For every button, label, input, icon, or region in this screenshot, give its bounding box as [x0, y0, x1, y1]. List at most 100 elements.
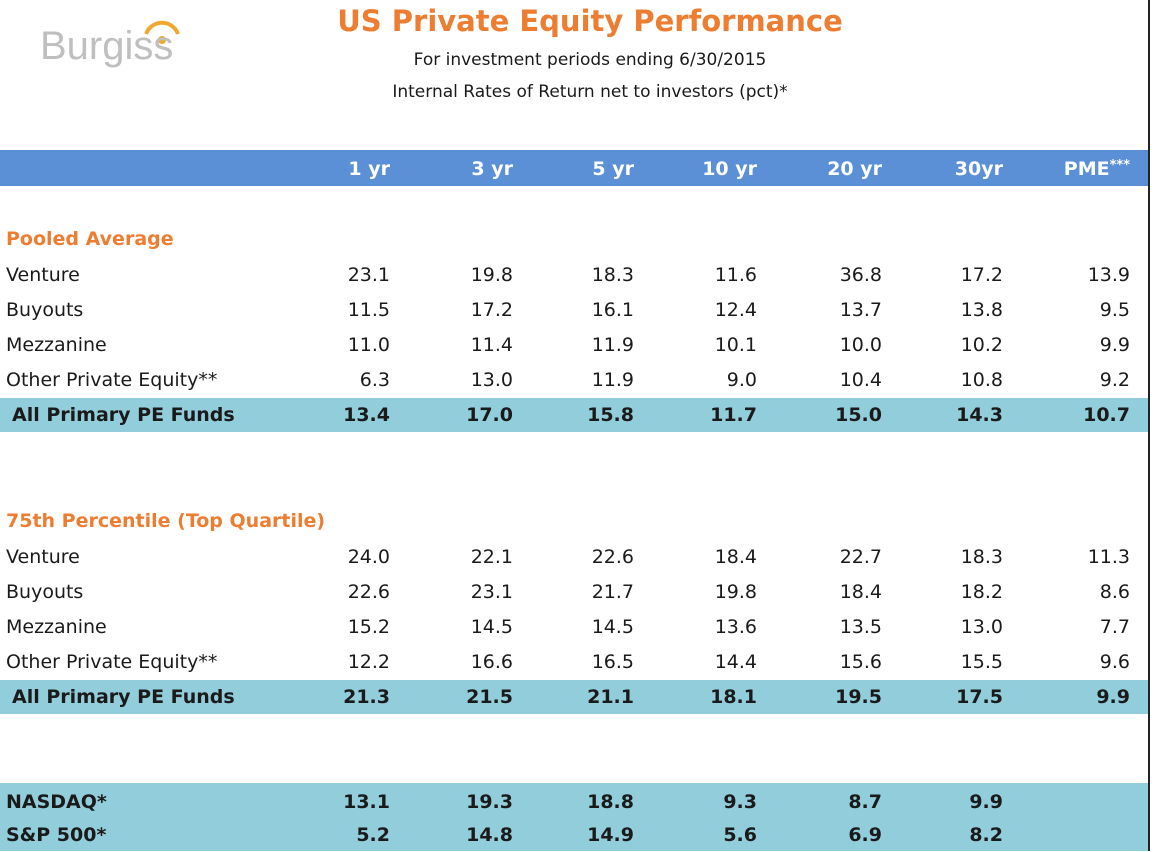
cell-10yr: 11.6	[714, 264, 757, 286]
column-header-5: 30yr	[954, 158, 1003, 180]
cell-pme: 9.9	[1099, 334, 1130, 356]
cell-3yr: 17.2	[470, 299, 513, 321]
cell-1yr: 5.2	[356, 824, 390, 846]
cell-20yr: 10.0	[839, 334, 882, 356]
cell-1yr: 6.3	[359, 369, 390, 391]
cell-20yr: 18.4	[839, 581, 882, 603]
cell-3yr: 13.0	[470, 369, 513, 391]
report-header: US Private Equity Performance For invest…	[230, 0, 950, 102]
index-row: NASDAQ* 13.1 19.3 18.8 9.3 8.7 9.9	[0, 785, 1148, 819]
cell-pme: 9.9	[1096, 686, 1130, 708]
cell-3yr: 17.0	[466, 404, 513, 426]
row-label: Mezzanine	[6, 334, 107, 356]
cell-30yr: 18.2	[960, 581, 1003, 603]
table-row: Venture 24.0 22.1 22.6 18.4 22.7 18.3 11.3	[0, 540, 1148, 574]
cell-5yr: 11.9	[591, 369, 634, 391]
cell-10yr: 13.6	[714, 616, 757, 638]
cell-5yr: 18.3	[591, 264, 634, 286]
row-label: Buyouts	[6, 299, 84, 321]
cell-10yr: 5.6	[723, 824, 757, 846]
cell-3yr: 23.1	[470, 581, 513, 603]
cell-1yr: 15.2	[347, 616, 390, 638]
column-header-2: 5 yr	[592, 158, 634, 180]
cell-10yr: 11.7	[710, 404, 757, 426]
row-label: S&P 500*	[6, 824, 107, 846]
row-label: Venture	[6, 264, 80, 286]
column-header-4: 20 yr	[827, 158, 882, 180]
column-header-row: 1 yr 3 yr 5 yr 10 yr 20 yr 30yr PME***	[0, 150, 1148, 186]
row-label: Other Private Equity**	[6, 369, 218, 391]
cell-5yr: 22.6	[591, 546, 634, 568]
cell-5yr: 16.1	[591, 299, 634, 321]
cell-30yr: 17.2	[960, 264, 1003, 286]
cell-3yr: 14.5	[470, 616, 513, 638]
cell-5yr: 18.8	[587, 791, 634, 813]
cell-20yr: 8.7	[848, 791, 882, 813]
cell-pme: 9.5	[1099, 299, 1130, 321]
cell-10yr: 19.8	[714, 581, 757, 603]
column-header-1: 3 yr	[471, 158, 513, 180]
cell-3yr: 19.3	[466, 791, 513, 813]
cell-5yr: 14.5	[591, 616, 634, 638]
cell-20yr: 19.5	[835, 686, 882, 708]
cell-1yr: 12.2	[347, 651, 390, 673]
cell-5yr: 15.8	[587, 404, 634, 426]
cell-30yr: 18.3	[960, 546, 1003, 568]
cell-1yr: 13.1	[343, 791, 390, 813]
cell-1yr: 13.4	[343, 404, 390, 426]
cell-pme: 7.7	[1099, 616, 1130, 638]
cell-5yr: 21.1	[587, 686, 634, 708]
page-subtitle-2: Internal Rates of Return net to investor…	[392, 82, 788, 102]
cell-10yr: 9.3	[723, 791, 757, 813]
cell-3yr: 11.4	[470, 334, 513, 356]
cell-20yr: 13.5	[839, 616, 882, 638]
section-title-quartile: 75th Percentile (Top Quartile)	[6, 510, 326, 532]
cell-pme: 9.6	[1099, 651, 1130, 673]
row-label: Mezzanine	[6, 616, 107, 638]
column-header-6: PME***	[1063, 158, 1130, 180]
row-label: All Primary PE Funds	[12, 404, 235, 426]
cell-20yr: 36.8	[839, 264, 882, 286]
index-row: S&P 500* 5.2 14.8 14.9 5.6 6.9 8.2	[0, 818, 1148, 852]
cell-3yr: 19.8	[470, 264, 513, 286]
table-row: Venture 23.1 19.8 18.3 11.6 36.8 17.2 13.9	[0, 258, 1148, 292]
cell-30yr: 10.2	[960, 334, 1003, 356]
cell-1yr: 22.6	[347, 581, 390, 603]
cell-3yr: 14.8	[466, 824, 513, 846]
cell-20yr: 13.7	[839, 299, 882, 321]
cell-10yr: 18.1	[710, 686, 757, 708]
cell-30yr: 15.5	[960, 651, 1003, 673]
cell-30yr: 17.5	[956, 686, 1003, 708]
row-label: NASDAQ*	[6, 791, 107, 813]
table-row: Mezzanine 15.2 14.5 14.5 13.6 13.5 13.0 7.7	[0, 610, 1148, 644]
row-label: Buyouts	[6, 581, 84, 603]
column-header-0: 1 yr	[348, 158, 390, 180]
cell-30yr: 10.8	[960, 369, 1003, 391]
cell-20yr: 15.0	[835, 404, 882, 426]
cell-30yr: 13.0	[960, 616, 1003, 638]
cell-10yr: 10.1	[714, 334, 757, 356]
cell-20yr: 22.7	[839, 546, 882, 568]
cell-10yr: 9.0	[726, 369, 757, 391]
cell-30yr: 14.3	[956, 404, 1003, 426]
cell-pme: 13.9	[1087, 264, 1130, 286]
total-row-pooled: All Primary PE Funds 13.4 17.0 15.8 11.7 15.0…	[0, 398, 1148, 432]
cell-3yr: 16.6	[470, 651, 513, 673]
total-row-quartile: All Primary PE Funds 21.3 21.5 21.1 18.1 19.5…	[0, 680, 1148, 714]
table-row: Buyouts 22.6 23.1 21.7 19.8 18.4 18.2 8.6	[0, 575, 1148, 609]
cell-5yr: 11.9	[591, 334, 634, 356]
section-title-pooled: Pooled Average	[6, 228, 174, 250]
cell-20yr: 10.4	[839, 369, 882, 391]
cell-5yr: 16.5	[591, 651, 634, 673]
row-label: Venture	[6, 546, 80, 568]
table-row: Other Private Equity** 6.3 13.0 11.9 9.0 10.4…	[0, 363, 1148, 397]
cell-5yr: 21.7	[591, 581, 634, 603]
cell-30yr: 9.9	[969, 791, 1003, 813]
burgiss-logo: Burgiss	[40, 10, 215, 80]
row-label: Other Private Equity**	[6, 651, 218, 673]
column-header-3: 10 yr	[702, 158, 757, 180]
cell-20yr: 15.6	[839, 651, 882, 673]
page-title: US Private Equity Performance	[337, 4, 843, 38]
cell-3yr: 21.5	[466, 686, 513, 708]
